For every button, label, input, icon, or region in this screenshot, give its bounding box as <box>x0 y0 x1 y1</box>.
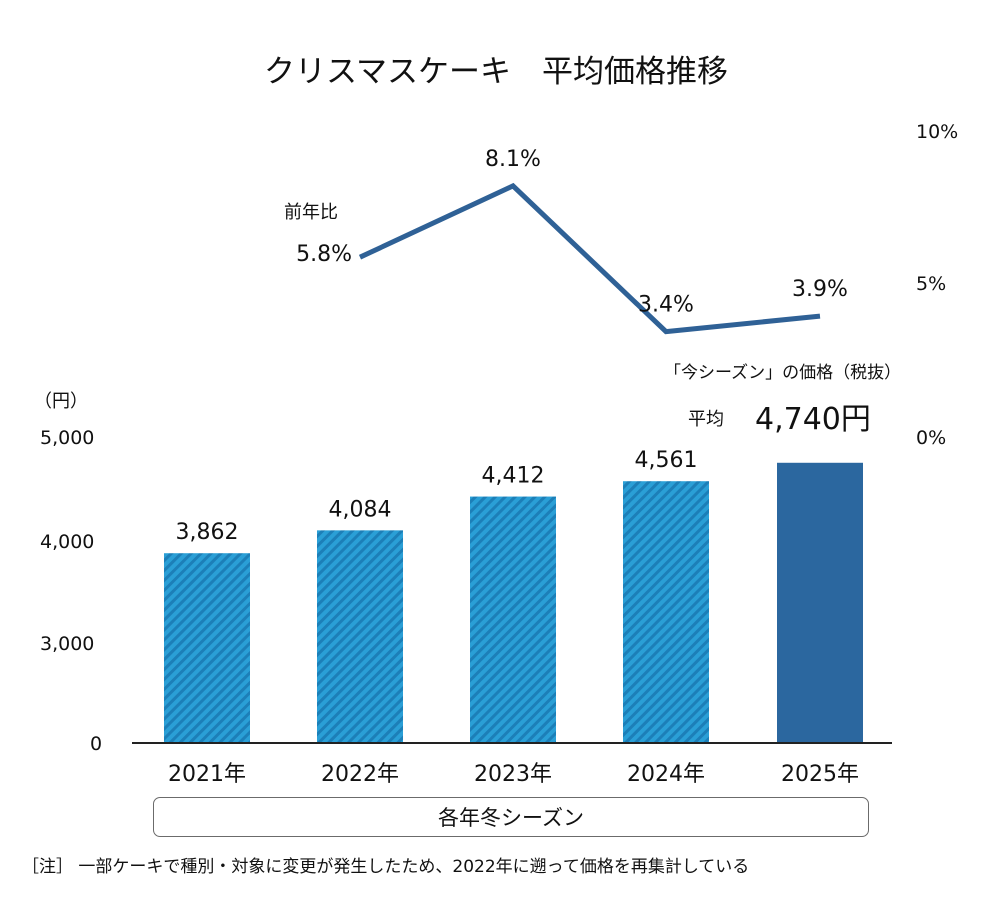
yoy-value-label: 3.4% <box>638 293 694 318</box>
yoy-value-label: 5.8% <box>296 242 352 267</box>
yen-tick-3000: 3,000 <box>40 633 94 655</box>
chart-title: クリスマスケーキ 平均価格推移 <box>264 54 728 90</box>
pct-tick-10: 10% <box>916 121 958 143</box>
bar-2025年 <box>777 462 863 743</box>
x-tick-label: 2024年 <box>627 762 705 787</box>
x-tick-label: 2023年 <box>474 762 552 787</box>
bar-value-label: 3,862 <box>176 520 239 545</box>
bar-value-label: 4,561 <box>635 448 698 473</box>
yoy-value-label: 3.9% <box>792 277 848 302</box>
x-tick-label: 2021年 <box>168 762 246 787</box>
x-group-label-box: 各年冬シーズン <box>153 797 869 837</box>
pct-tick-5: 5% <box>916 273 946 295</box>
bar-value-label: 4,412 <box>482 464 545 489</box>
yoy-value-label: 8.1% <box>485 147 541 172</box>
yen-unit-label: （円） <box>34 391 88 412</box>
bar-2023年 <box>470 496 556 743</box>
yen-tick-0: 0 <box>90 733 102 755</box>
bar-value-label: 4,084 <box>329 497 392 522</box>
bar-2022年 <box>317 530 403 743</box>
pct-tick-0: 0% <box>916 427 946 449</box>
yoy-line <box>358 182 821 335</box>
current-season-avg-label: 平均 <box>688 409 724 430</box>
line-series-label: 前年比 <box>284 202 338 223</box>
yen-tick-5000: 5,000 <box>40 427 94 449</box>
x-tick-label: 2022年 <box>321 762 399 787</box>
current-season-header: 「今シーズン」の価格（税抜） <box>664 363 901 383</box>
x-tick-label: 2025年 <box>781 762 859 787</box>
bar-2021年 <box>164 553 250 743</box>
x-group-label: 各年冬シーズン <box>438 806 584 830</box>
bar-2024年 <box>623 481 709 743</box>
yen-tick-4000: 4,000 <box>40 531 94 553</box>
footnote: ［注］ 一部ケーキで種別・対象に変更が発生したため、2022年に遡って価格を再集… <box>22 857 750 877</box>
current-season-price: 4,740円 <box>755 402 871 437</box>
